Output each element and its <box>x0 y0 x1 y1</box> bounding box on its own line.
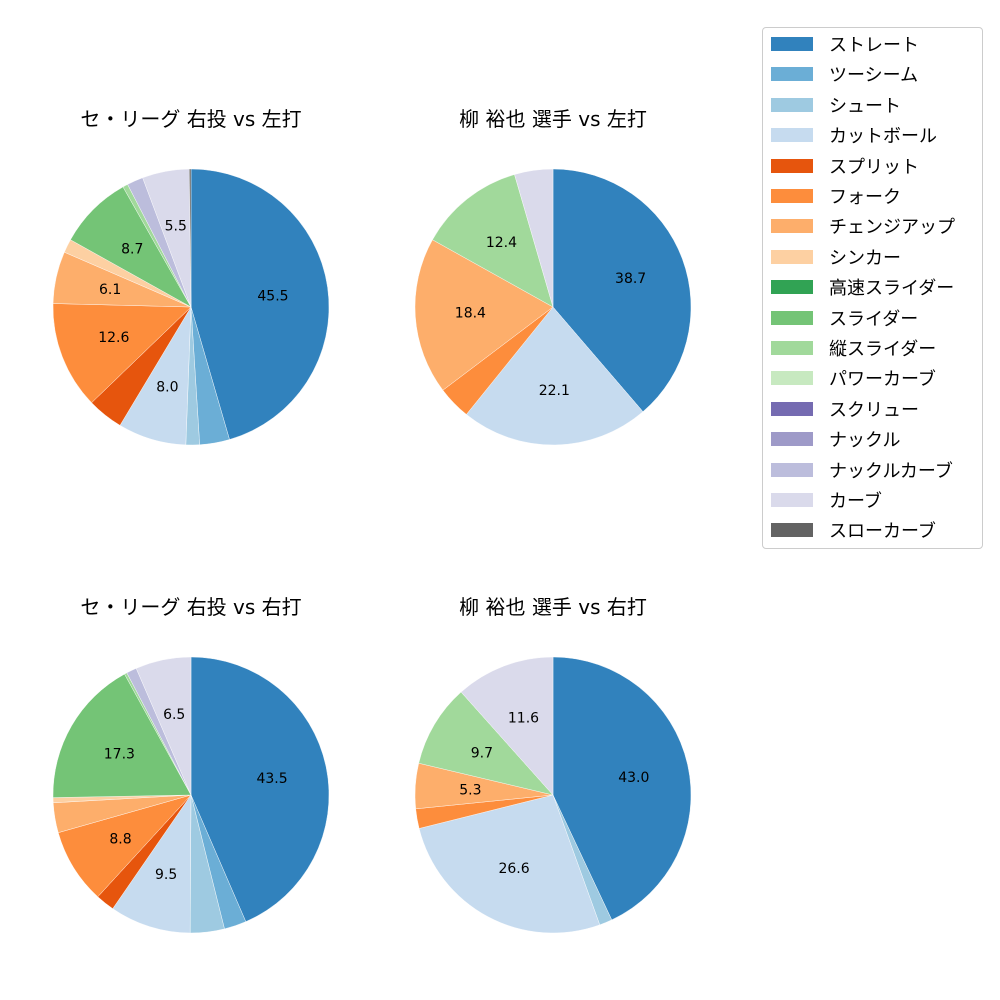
legend-swatch <box>771 219 813 234</box>
legend-label: チェンジアップ <box>829 217 955 239</box>
legend-label: スプリット <box>829 156 919 178</box>
pie-slice <box>460 656 554 796</box>
legend-item: シュート <box>771 95 901 117</box>
legend-swatch <box>771 97 813 112</box>
pie-slice <box>432 174 554 308</box>
pie-slice <box>418 794 601 934</box>
legend-label: ナックルカーブ <box>829 460 953 482</box>
slice-value-label: 12.6 <box>98 330 129 346</box>
chart-title-player-vs-left: 柳 裕也 選手 vs 左打 <box>459 107 647 131</box>
chart-legend: ストレートツーシームシュートカットボール スプリットフォークチェンジアップ シンカー… <box>762 27 983 549</box>
legend-swatch <box>771 493 813 507</box>
pie-slice <box>52 303 192 404</box>
legend-item: ツーシーム <box>771 64 919 87</box>
legend-item: スローカーブ <box>771 520 936 543</box>
slice-value-label: 5.5 <box>165 219 187 235</box>
legend-item: カットボール <box>771 125 937 148</box>
legend-swatch <box>771 280 813 295</box>
legend-swatch <box>771 310 813 325</box>
legend-swatch <box>771 128 813 143</box>
legend-label: 高速スライダー <box>829 278 955 300</box>
slice-value-label: 5.3 <box>459 783 481 799</box>
slice-value-label: 43.5 <box>256 771 287 787</box>
legend-swatch <box>771 462 813 477</box>
legend-swatch <box>771 189 813 203</box>
legend-label: ツーシーム <box>829 65 919 87</box>
pie-slice <box>418 691 554 796</box>
legend-swatch <box>771 37 813 51</box>
pie-slice <box>466 306 644 446</box>
legend-label: フォーク <box>829 187 901 208</box>
legend-item: カーブ <box>771 490 882 512</box>
legend-swatch <box>771 341 813 355</box>
slice-value-label: 6.1 <box>99 282 121 298</box>
legend-label: シュート <box>829 95 901 117</box>
legend-label: スローカーブ <box>829 521 936 543</box>
pie-slice <box>414 239 554 391</box>
slice-value-label: 12.4 <box>486 235 517 251</box>
pie-slice <box>135 656 192 796</box>
legend-swatch <box>771 371 813 386</box>
slice-value-label: 8.8 <box>109 831 131 847</box>
legend-label: スクリュー <box>829 399 919 421</box>
legend-label: カーブ <box>829 491 882 512</box>
legend-swatch <box>771 523 813 538</box>
pie-slice <box>552 656 692 921</box>
legend-item: スライダー <box>771 308 919 330</box>
slice-value-label: 45.5 <box>257 288 288 304</box>
legend-item: フォーク <box>771 186 901 208</box>
pie-slice <box>190 656 330 922</box>
slice-value-label: 17.3 <box>104 747 135 763</box>
pie-slice <box>190 168 330 440</box>
slice-value-label: 9.7 <box>471 746 493 762</box>
legend-label: ストレート <box>829 35 919 56</box>
chart-title-league-vs-left: セ・リーグ 右投 vs 左打 <box>80 107 302 131</box>
slice-value-label: 38.7 <box>615 271 646 287</box>
slice-value-label: 43.0 <box>618 770 649 786</box>
legend-item: スクリュー <box>771 399 919 421</box>
slice-value-label: 22.1 <box>539 383 570 399</box>
legend-label: 縦スライダー <box>829 339 937 360</box>
chart-title-player-vs-right: 柳 裕也 選手 vs 右打 <box>459 595 647 619</box>
pie-slice <box>552 168 692 412</box>
chart-title-league-vs-right: セ・リーグ 右投 vs 右打 <box>80 595 302 619</box>
pie-slice <box>514 168 554 308</box>
slice-value-label: 11.6 <box>508 711 539 727</box>
legend-item: パワーカーブ <box>771 368 936 391</box>
slice-value-label: 6.5 <box>163 707 185 723</box>
legend-label: スライダー <box>829 308 919 330</box>
legend-swatch <box>771 158 813 173</box>
pie-slice <box>112 794 192 934</box>
legend-item: ストレート <box>771 34 919 56</box>
slice-value-label: 9.5 <box>155 867 177 883</box>
legend-item: ナックルカーブ <box>771 460 953 482</box>
legend-swatch <box>771 432 813 447</box>
legend-label: シンカー <box>829 247 901 269</box>
legend-swatch <box>771 401 813 416</box>
legend-item: スプリット <box>771 156 919 178</box>
legend-item: チェンジアップ <box>771 216 955 239</box>
legend-swatch <box>771 249 813 264</box>
slice-value-label: 8.7 <box>121 242 143 258</box>
legend-label: カットボール <box>829 126 937 148</box>
legend-label: ナックル <box>829 430 901 452</box>
slice-value-label: 26.6 <box>498 861 529 877</box>
legend-item: シンカー <box>771 247 901 269</box>
legend-item: ナックル <box>771 429 901 452</box>
pie-slice <box>189 168 192 308</box>
slice-value-label: 8.0 <box>156 379 178 395</box>
pie-slice <box>52 673 192 798</box>
legend-label: パワーカーブ <box>829 369 936 391</box>
slice-value-label: 18.4 <box>455 306 486 322</box>
legend-item: 高速スライダー <box>771 277 955 300</box>
legend-swatch <box>771 67 813 82</box>
legend-item: 縦スライダー <box>771 338 937 360</box>
